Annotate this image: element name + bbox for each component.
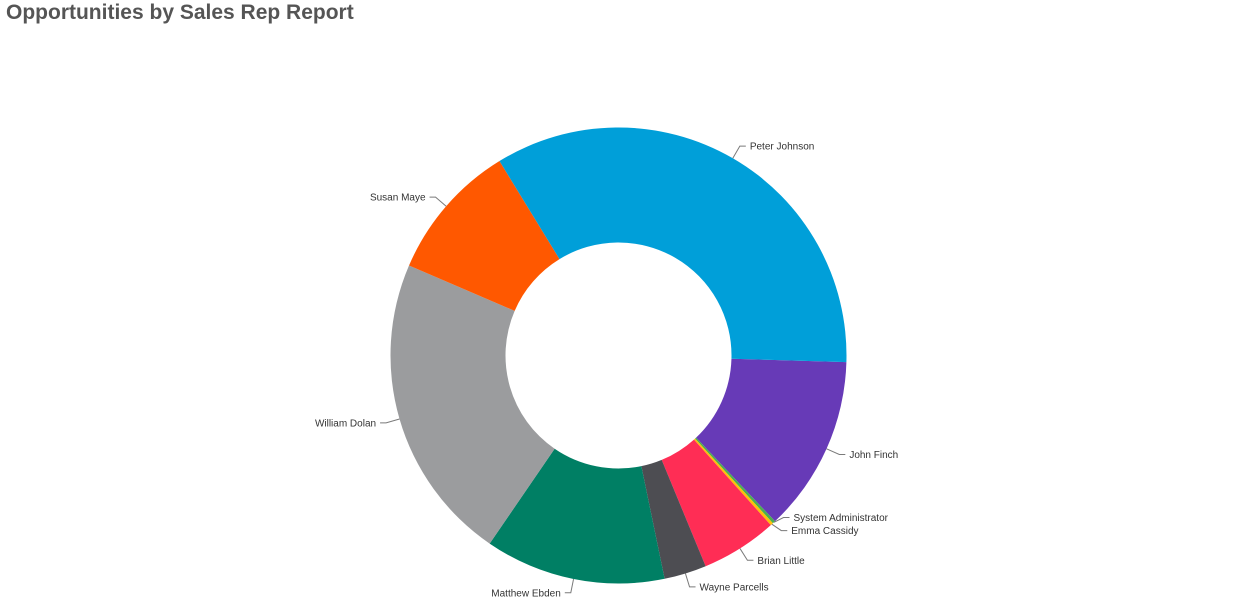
slice-brian-little[interactable] — [661, 439, 771, 567]
slice-label-emma-cassidy: Emma Cassidy — [791, 526, 858, 537]
slice-system-administrator[interactable] — [695, 437, 776, 524]
slice-label-system-administrator: System Administrator — [794, 513, 889, 524]
slice-matthew-ebden[interactable] — [489, 448, 665, 584]
slice-label-matthew-ebden: Matthew Ebden — [491, 588, 561, 599]
slice-label-john-finch: John Finch — [849, 450, 898, 461]
donut-slices — [390, 127, 847, 584]
slice-william-dolan[interactable] — [390, 265, 555, 544]
slice-label-wayne-parcells: Wayne Parcells — [700, 582, 769, 593]
leader-line-wayne-parcells — [684, 573, 696, 588]
leader-line-william-dolan — [380, 418, 400, 424]
slice-emma-cassidy[interactable] — [693, 438, 773, 526]
leader-line-john-finch — [826, 448, 846, 456]
leader-line-matthew-ebden — [564, 578, 575, 594]
leader-line-susan-maye — [429, 196, 447, 207]
slice-label-peter-johnson: Peter Johnson — [750, 142, 815, 153]
slice-wayne-parcells[interactable] — [641, 459, 706, 579]
leader-line-brian-little — [739, 548, 754, 561]
slice-label-susan-maye: Susan Maye — [370, 193, 426, 204]
slice-susan-maye[interactable] — [409, 161, 560, 311]
slice-labels: John Finch System Administrator Emma Cassi… — [315, 142, 898, 600]
slice-label-brian-little: Brian Little — [757, 556, 805, 567]
slice-john-finch[interactable] — [696, 358, 847, 522]
leader-line-peter-johnson — [732, 145, 746, 159]
leader-line-system-administrator — [773, 517, 790, 523]
leader-line-emma-cassidy — [771, 523, 788, 532]
slice-label-william-dolan: William Dolan — [315, 418, 376, 429]
slice-peter-johnson[interactable] — [499, 127, 847, 363]
report-title: Opportunities by Sales Rep Report — [6, 1, 354, 24]
